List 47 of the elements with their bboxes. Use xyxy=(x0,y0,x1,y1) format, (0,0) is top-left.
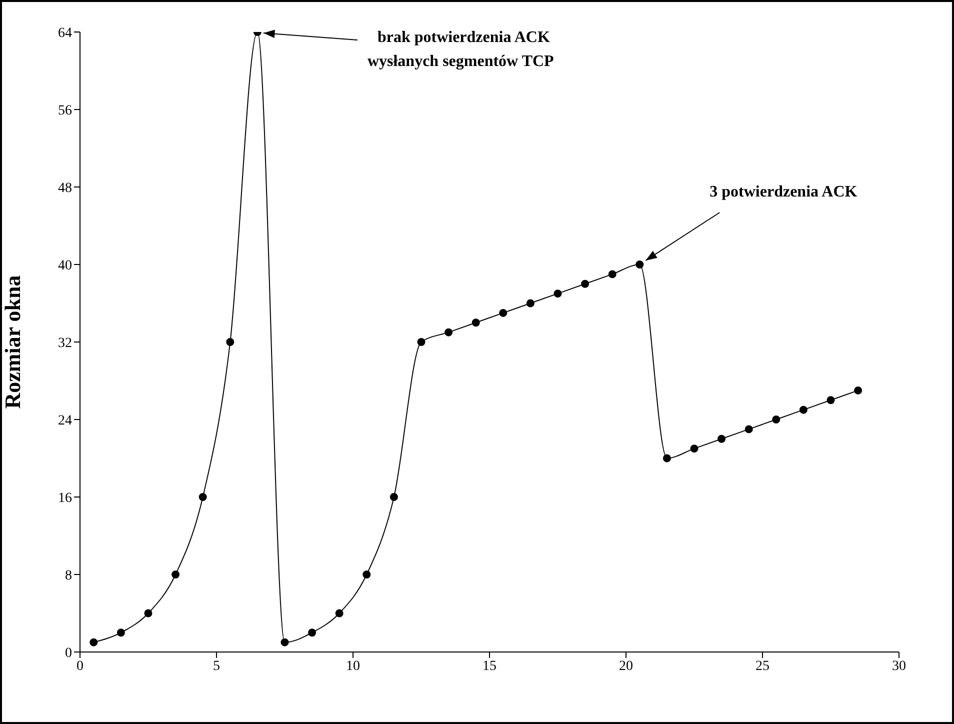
y-tick-label: 56 xyxy=(58,103,72,118)
point xyxy=(472,318,480,327)
point xyxy=(799,406,808,414)
point xyxy=(718,434,726,443)
annotation: brak potwierdzenia ACK wysłanych segmentów TCP xyxy=(367,29,554,70)
x-tick-label: 10 xyxy=(346,658,360,674)
y-tick-label: 64 xyxy=(58,26,72,41)
point xyxy=(581,280,590,288)
point xyxy=(444,328,453,336)
point xyxy=(554,290,562,298)
point xyxy=(308,628,316,637)
point xyxy=(198,493,207,501)
point xyxy=(335,609,344,618)
x-tick-label: 30 xyxy=(892,658,906,674)
y-tick-label: 0 xyxy=(65,646,72,661)
point xyxy=(772,416,780,424)
x-tick-label: 15 xyxy=(482,658,496,674)
point xyxy=(854,386,862,394)
x-tick-label: 25 xyxy=(756,658,770,674)
point xyxy=(636,260,644,268)
y-tick-label: 32 xyxy=(58,336,72,351)
point xyxy=(144,609,152,618)
point xyxy=(116,628,125,637)
point xyxy=(826,396,835,404)
point xyxy=(744,425,753,434)
x-tick-label: 20 xyxy=(619,658,633,674)
y-tick-label: 16 xyxy=(58,490,72,506)
x-tick-label: 0 xyxy=(76,658,84,674)
point xyxy=(390,493,398,501)
annotation: 3 potwierdzenia ACK xyxy=(710,184,858,200)
point xyxy=(499,308,508,317)
y-tick-label: 48 xyxy=(58,180,72,196)
point xyxy=(172,570,180,578)
point xyxy=(608,270,616,278)
point xyxy=(690,444,698,453)
y-tick-label: 24 xyxy=(58,413,72,428)
y-axis-title: Rozmiar okna xyxy=(0,275,25,409)
point xyxy=(280,638,289,646)
point xyxy=(526,299,534,308)
point xyxy=(362,570,371,578)
x-tick-label: 5 xyxy=(213,658,220,674)
y-tick-label: 40 xyxy=(58,258,72,274)
point xyxy=(662,454,671,462)
y-tick-label: 8 xyxy=(65,568,72,584)
point xyxy=(90,638,98,646)
point xyxy=(226,338,234,346)
point xyxy=(417,338,426,346)
